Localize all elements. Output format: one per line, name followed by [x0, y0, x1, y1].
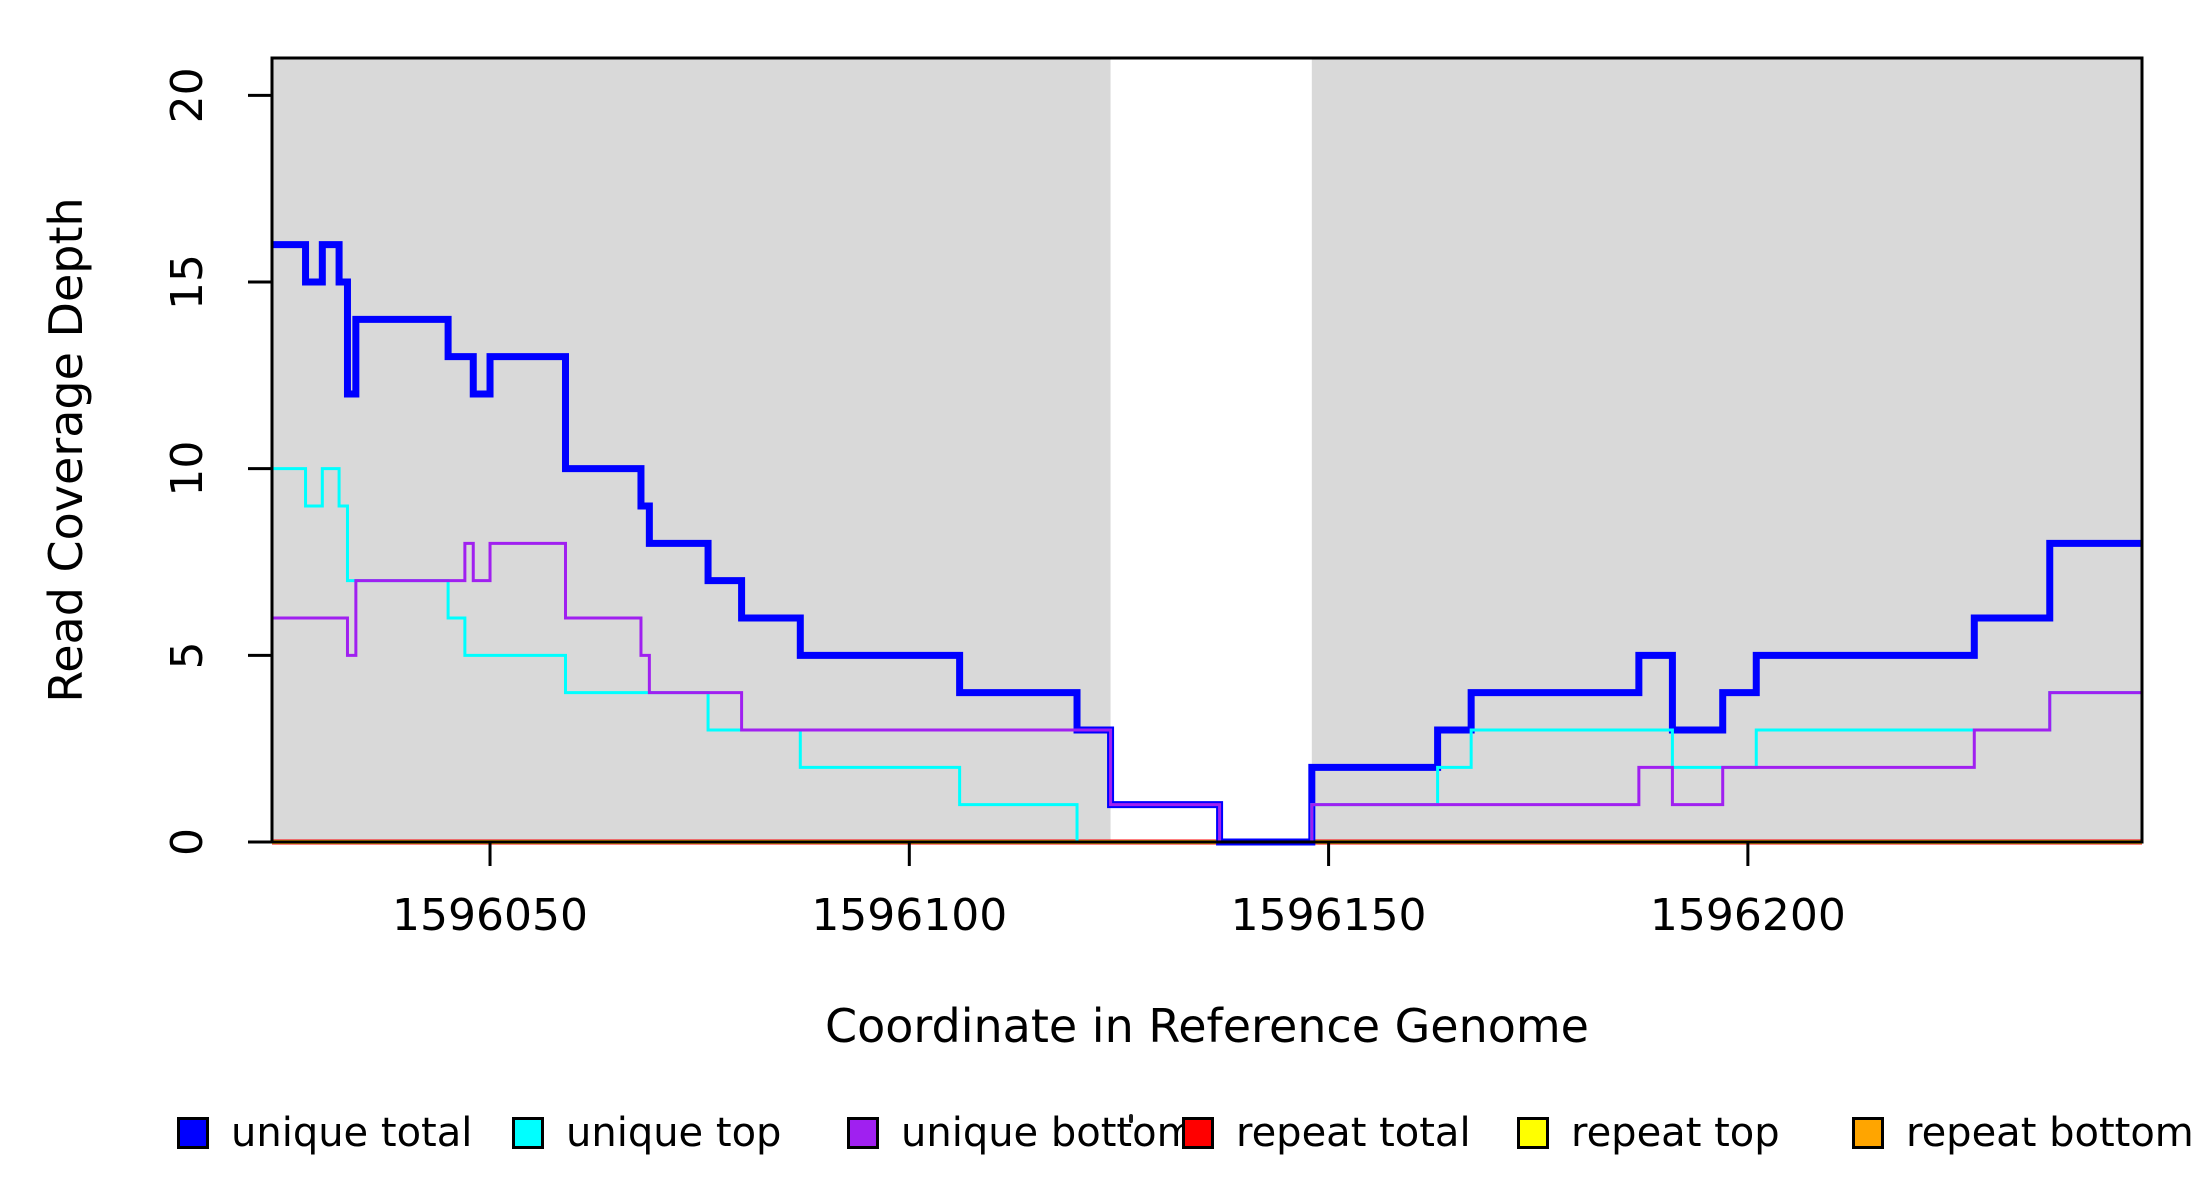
y-tick-label: 5 [162, 641, 213, 669]
y-axis-title: Read Coverage Depth [39, 197, 93, 703]
legend-label-repeat-total: repeat total [1236, 1110, 1471, 1156]
series-unique-bottom [272, 541, 2142, 844]
legend-item-repeat-top: repeat top [1517, 1110, 1780, 1156]
plot-border [270, 56, 2144, 844]
y-tick-label: 20 [162, 67, 213, 123]
legend-swatch-repeat-total [1182, 1117, 1214, 1149]
legend-label-repeat-bottom: repeat bottom [1906, 1110, 2194, 1156]
legend-label-repeat-top: repeat top [1571, 1110, 1780, 1156]
shaded-region [272, 58, 1111, 842]
y-tick-label: 10 [162, 441, 213, 497]
legend-item-repeat-total: repeat total [1182, 1110, 1471, 1156]
legend-label-unique-top: unique top [566, 1110, 782, 1156]
legend-swatch-repeat-bottom [1852, 1117, 1884, 1149]
legend-label-unique-total: unique total [231, 1110, 473, 1156]
legend-label-unique-bottom: unique bottom [901, 1110, 1196, 1156]
y-tick-label: 15 [162, 254, 213, 310]
shaded-region [1311, 58, 2142, 842]
series-unique-total [272, 241, 2142, 846]
legend-item-repeat-bottom: repeat bottom [1852, 1110, 2194, 1156]
legend-swatch-repeat-top [1517, 1117, 1549, 1149]
x-axis-title: Coordinate in Reference Genome [825, 999, 1589, 1053]
x-tick-label: 1596050 [392, 890, 588, 941]
stray-mark [1129, 1114, 1133, 1123]
legend-item-unique-top: unique top [512, 1110, 781, 1156]
legend-swatch-unique-top [512, 1117, 544, 1149]
x-tick-label: 1596150 [1231, 890, 1427, 941]
legend-swatch-unique-bottom [847, 1117, 879, 1149]
x-tick-label: 1596100 [811, 890, 1007, 941]
legend-item-unique-bottom: unique bottom [847, 1110, 1196, 1156]
y-tick-label: 0 [162, 828, 213, 856]
legend-item-unique-total: unique total [177, 1110, 472, 1156]
series-unique-top [272, 467, 2142, 844]
x-tick-label: 1596200 [1650, 890, 1846, 941]
legend-swatch-unique-total [177, 1117, 209, 1149]
